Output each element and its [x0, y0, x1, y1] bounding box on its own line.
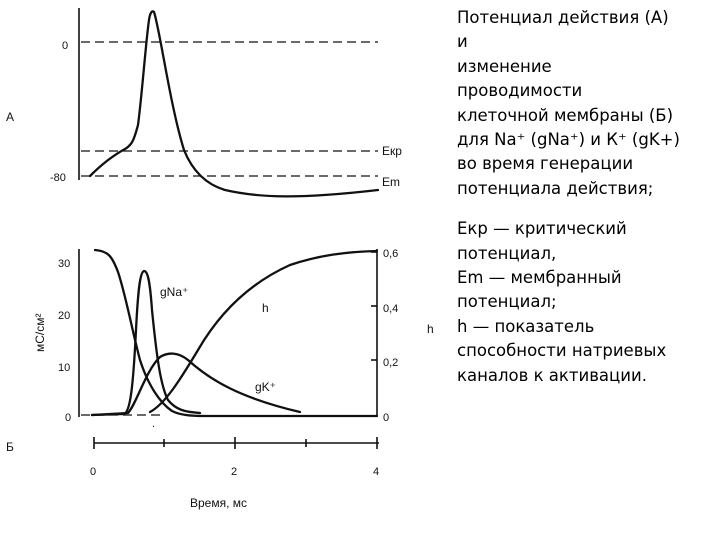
right-tick-0-2: 0,2 [383, 357, 398, 369]
figure-caption: Потенциал действия (А) и изменение прово… [457, 6, 719, 388]
left-tick-20: 20 [58, 310, 70, 322]
svg-text:.: . [152, 418, 155, 430]
left-tick-10: 10 [58, 362, 70, 374]
panel-a-tick-minus80: -80 [50, 172, 66, 184]
left-axis-label: мС/см² [33, 314, 47, 353]
caption-line: потенциал, [457, 243, 557, 263]
caption-line: клеточной мембраны (Б) [457, 105, 674, 125]
caption-line: и [457, 32, 468, 52]
left-tick-30: 30 [58, 258, 70, 270]
caption-line: каналов к активации. [457, 365, 647, 385]
panel-a-label: А [6, 110, 14, 124]
right-tick-0-4: 0,4 [383, 303, 398, 315]
x-axis-label: Время, мс [190, 496, 247, 510]
action-potential-curve [88, 10, 380, 198]
caption-line: изменение [457, 56, 552, 76]
h-recovery-curve [148, 249, 379, 414]
caption-line: потенциал; [457, 292, 557, 312]
action-potential-figure: А 0 -80 Екр Em Б мС/см² 30 20 10 0 0,6 0… [6, 8, 434, 510]
panel-b-label: Б [6, 440, 14, 454]
caption-line: во время генерации [457, 154, 634, 174]
caption-line: Екр — критический [457, 219, 627, 239]
h-curve-label: h [262, 301, 269, 315]
x-tick-2: 2 [231, 466, 237, 478]
caption-line: потенциала действия; [457, 178, 654, 198]
right-tick-0: 0 [383, 412, 389, 424]
caption-line: проводимости [457, 81, 583, 101]
right-axis-label: h [427, 322, 434, 336]
caption-line: Потенциал действия (А) [457, 8, 669, 27]
gk-curve [90, 352, 302, 417]
caption-line: способности натриевых [457, 341, 667, 361]
left-tick-0: 0 [65, 412, 71, 424]
gna-curve [90, 269, 202, 417]
h-inactivation-curve [93, 248, 379, 418]
x-tick-0: 0 [90, 466, 96, 478]
caption-line: h — показатель [457, 316, 595, 336]
x-tick-4: 4 [373, 466, 379, 478]
gna-label: gNa⁺ [160, 285, 188, 299]
resting-line-label: Em [382, 175, 400, 189]
caption-line: для Na⁺ (gNa⁺) и К⁺ (gK+) [457, 130, 680, 150]
gk-label: gK⁺ [255, 380, 276, 394]
panel-a-tick-0: 0 [62, 40, 68, 52]
right-tick-0-6: 0,6 [383, 248, 398, 260]
threshold-line-label: Екр [382, 144, 402, 158]
caption-line: Em — мембранный [457, 268, 622, 288]
